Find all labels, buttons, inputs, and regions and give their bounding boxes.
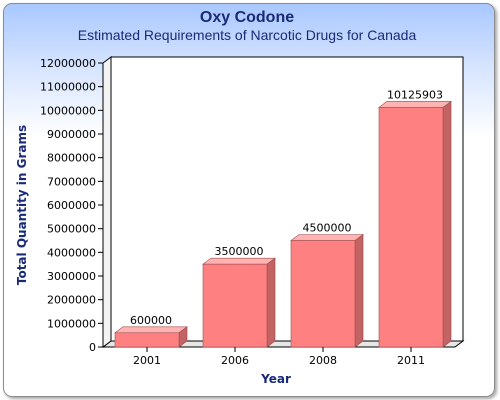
data-label: 600000 <box>130 314 172 327</box>
bar-top <box>378 101 452 108</box>
x-tick-label: 2011 <box>397 354 425 367</box>
y-tick-label: 6000000 <box>47 199 96 212</box>
x-axis-title: Year <box>260 372 291 386</box>
y-axis-title: Total Quantity in Grams <box>15 125 29 285</box>
y-tick-label: 2000000 <box>47 294 96 307</box>
x-tick-label: 2008 <box>309 354 337 367</box>
y-tick-label: 8000000 <box>47 152 96 165</box>
chart-title: Oxy Codone <box>200 9 294 26</box>
bar-side <box>354 233 364 348</box>
y-tick-label: 11000000 <box>40 81 96 94</box>
bar <box>378 107 444 348</box>
y-tick-label: 10000000 <box>40 104 96 117</box>
bar <box>290 240 356 348</box>
data-label: 4500000 <box>303 222 352 235</box>
chart-subtitle: Estimated Requirements of Narcotic Drugs… <box>78 27 417 43</box>
x-tick-label: 2006 <box>221 354 249 367</box>
bar-side <box>442 100 452 348</box>
y-tick-label: 0 <box>89 341 96 354</box>
y-tick-label: 5000000 <box>47 223 96 236</box>
y-tick-label: 12000000 <box>40 57 96 70</box>
bar <box>202 263 268 348</box>
y-tick-label: 9000000 <box>47 128 96 141</box>
y-tick-label: 1000000 <box>47 317 96 330</box>
plot-area: 0 1000000 2000000 3000000 4000000 5000000 6000… <box>40 56 465 367</box>
y-tick-label: 7000000 <box>47 175 96 188</box>
x-tick-label: 2001 <box>133 354 161 367</box>
bar-side <box>266 257 276 348</box>
bar-top <box>114 326 188 334</box>
data-label: 3500000 <box>215 245 264 258</box>
y-tick-label: 3000000 <box>47 270 96 283</box>
bar-top <box>290 234 364 241</box>
y-tick-label: 4000000 <box>47 246 96 259</box>
bar-top <box>202 257 276 265</box>
data-label: 10125903 <box>387 88 443 101</box>
plot-side-wall <box>102 56 112 348</box>
bar <box>114 332 180 348</box>
